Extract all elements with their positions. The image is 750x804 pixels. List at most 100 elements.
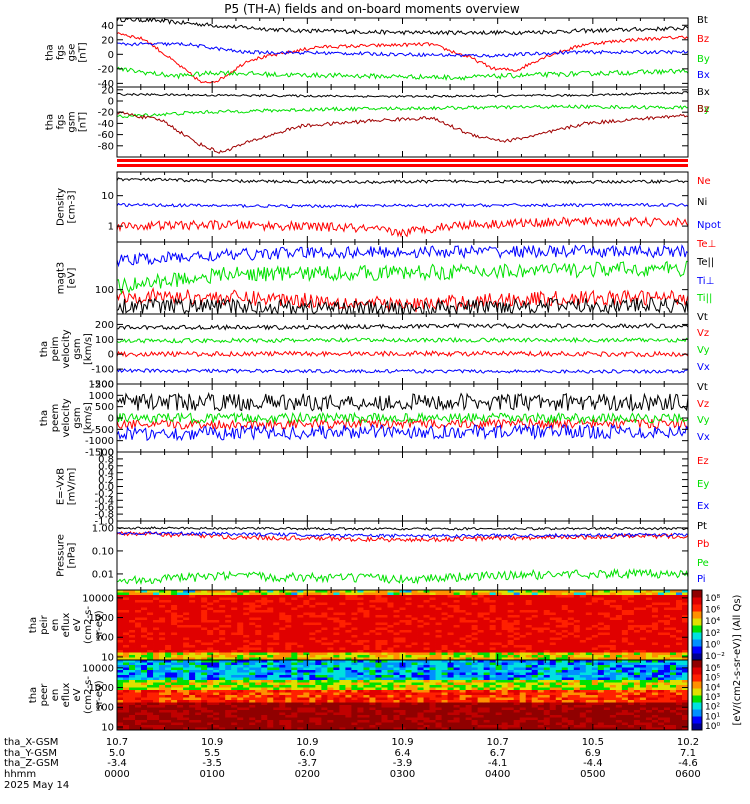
peir_spectrogram-cell [303, 615, 309, 618]
peir_spectrogram-cell [562, 610, 568, 613]
peer_spectrogram-cell [183, 665, 189, 668]
peir_spectrogram-cell [315, 653, 321, 656]
peer_spectrogram-cell [189, 705, 195, 708]
peir_spectrogram-cell [393, 648, 399, 651]
peer_spectrogram-cell [243, 720, 249, 723]
peir_spectrogram-cell [448, 645, 454, 648]
peir_spectrogram-cell [652, 608, 658, 611]
peer_spectrogram-cell [267, 708, 273, 711]
peer_spectrogram-cell [261, 703, 267, 706]
peer_spectrogram-cell [213, 715, 219, 718]
peer_spectrogram-cell [418, 715, 424, 718]
peir_spectrogram-cell [231, 613, 237, 616]
peir_spectrogram-cell [123, 623, 129, 626]
peer_spectrogram-cell [165, 688, 171, 691]
peir_spectrogram-cell [339, 650, 345, 653]
peir_spectrogram-cell [598, 638, 604, 641]
peir_spectrogram-cell [327, 603, 333, 606]
peir_spectrogram-cell [490, 625, 496, 628]
peir_spectrogram-cell [165, 628, 171, 631]
peir_spectrogram-cell [406, 615, 412, 618]
peir_spectrogram-cell [201, 593, 207, 596]
peir_spectrogram-cell [177, 615, 183, 618]
peer_spectrogram-cell [153, 695, 159, 698]
peir_spectrogram-cell [285, 638, 291, 641]
peir_spectrogram-cell [466, 638, 472, 641]
peir_spectrogram-cell [183, 608, 189, 611]
peer_spectrogram-cell [219, 683, 225, 686]
peer_spectrogram-cell [303, 693, 309, 696]
peir_spectrogram-cell [165, 645, 171, 648]
peer_spectrogram-cell [399, 670, 405, 673]
peir_spectrogram-cell [153, 613, 159, 616]
peir_spectrogram-cell [424, 620, 430, 623]
temperature-legend-Ti⊥: Ti⊥ [696, 276, 714, 287]
peer_spectrogram-cell [381, 665, 387, 668]
peir_spectrogram-cell [676, 620, 682, 623]
peir_spectrogram-cell [412, 633, 418, 636]
peer_spectrogram-cell [249, 665, 255, 668]
peir_spectrogram-cell [430, 610, 436, 613]
peir_spectrogram-cell [472, 643, 478, 646]
peir_spectrogram-cell [664, 635, 670, 638]
peir_spectrogram-cell [303, 633, 309, 636]
peir_spectrogram-cell [147, 633, 153, 636]
peer_spectrogram-cell [381, 678, 387, 681]
peir_spectrogram-cell [393, 598, 399, 601]
peir_spectrogram-cell [243, 615, 249, 618]
peer_spectrogram-cell [466, 668, 472, 671]
peir_spectrogram-cell [430, 655, 436, 658]
peer_spectrogram-cell [345, 700, 351, 703]
peer_spectrogram-cell [399, 695, 405, 698]
peer_spectrogram-cell [153, 710, 159, 713]
peer_spectrogram-cell [381, 698, 387, 701]
peir_spectrogram-cell [538, 648, 544, 651]
peir_spectrogram-cell [544, 643, 550, 646]
peir_spectrogram-cell [460, 603, 466, 606]
peir_spectrogram-cell [490, 645, 496, 648]
peir_spectrogram-cell [436, 593, 442, 596]
peir_spectrogram-cell [676, 635, 682, 638]
peir_spectrogram-cell [321, 620, 327, 623]
peir_spectrogram-cell [682, 620, 688, 623]
peir_spectrogram-cell [406, 595, 412, 598]
peer_spectrogram-cell [279, 675, 285, 678]
peir_spectrogram-cell [369, 635, 375, 638]
peer_spectrogram-cell [261, 675, 267, 678]
peir_spectrogram-cell [448, 655, 454, 658]
peir_spectrogram-cell [676, 643, 682, 646]
peer_spectrogram-cell [237, 665, 243, 668]
peer_spectrogram-cell [261, 673, 267, 676]
fgs_gsm-ylabel: tha [45, 114, 56, 130]
peer_spectrogram-cell [442, 705, 448, 708]
peir_spectrogram-cell [177, 640, 183, 643]
peer_spectrogram-cell [442, 725, 448, 728]
peer_spectrogram-cell [171, 715, 177, 718]
peir_spectrogram-cell [496, 615, 502, 618]
peir_spectrogram-cell [171, 603, 177, 606]
peer_spectrogram-cell [219, 688, 225, 691]
peir_spectrogram-cell [357, 608, 363, 611]
peir_spectrogram-cell [345, 623, 351, 626]
peir_spectrogram-cell [424, 618, 430, 621]
peir_spectrogram-cell [267, 640, 273, 643]
peer_spectrogram-cell [237, 663, 243, 666]
peir_spectrogram-cell [189, 595, 195, 598]
peer_spectrogram-cell [430, 693, 436, 696]
peer_spectrogram-cell [231, 715, 237, 718]
peer_spectrogram-cell [117, 678, 123, 681]
peir_spectrogram-cell [682, 645, 688, 648]
peer_spectrogram-cell [213, 708, 219, 711]
peir_spectrogram-cell [123, 610, 129, 613]
peir_spectrogram-cell [213, 655, 219, 658]
peer_spectrogram-cell [321, 668, 327, 671]
peir_spectrogram-cell [616, 618, 622, 621]
peer_spectrogram-cell [297, 700, 303, 703]
peir_spectrogram-cell [460, 620, 466, 623]
peer_spectrogram-cell [424, 665, 430, 668]
peer_spectrogram-cell [273, 680, 279, 683]
peer_spectrogram-cell [165, 665, 171, 668]
peir_spectrogram-cell [171, 593, 177, 596]
efield-legend-Ey: Ey [697, 479, 709, 490]
peir_spectrogram-cell [406, 618, 412, 621]
